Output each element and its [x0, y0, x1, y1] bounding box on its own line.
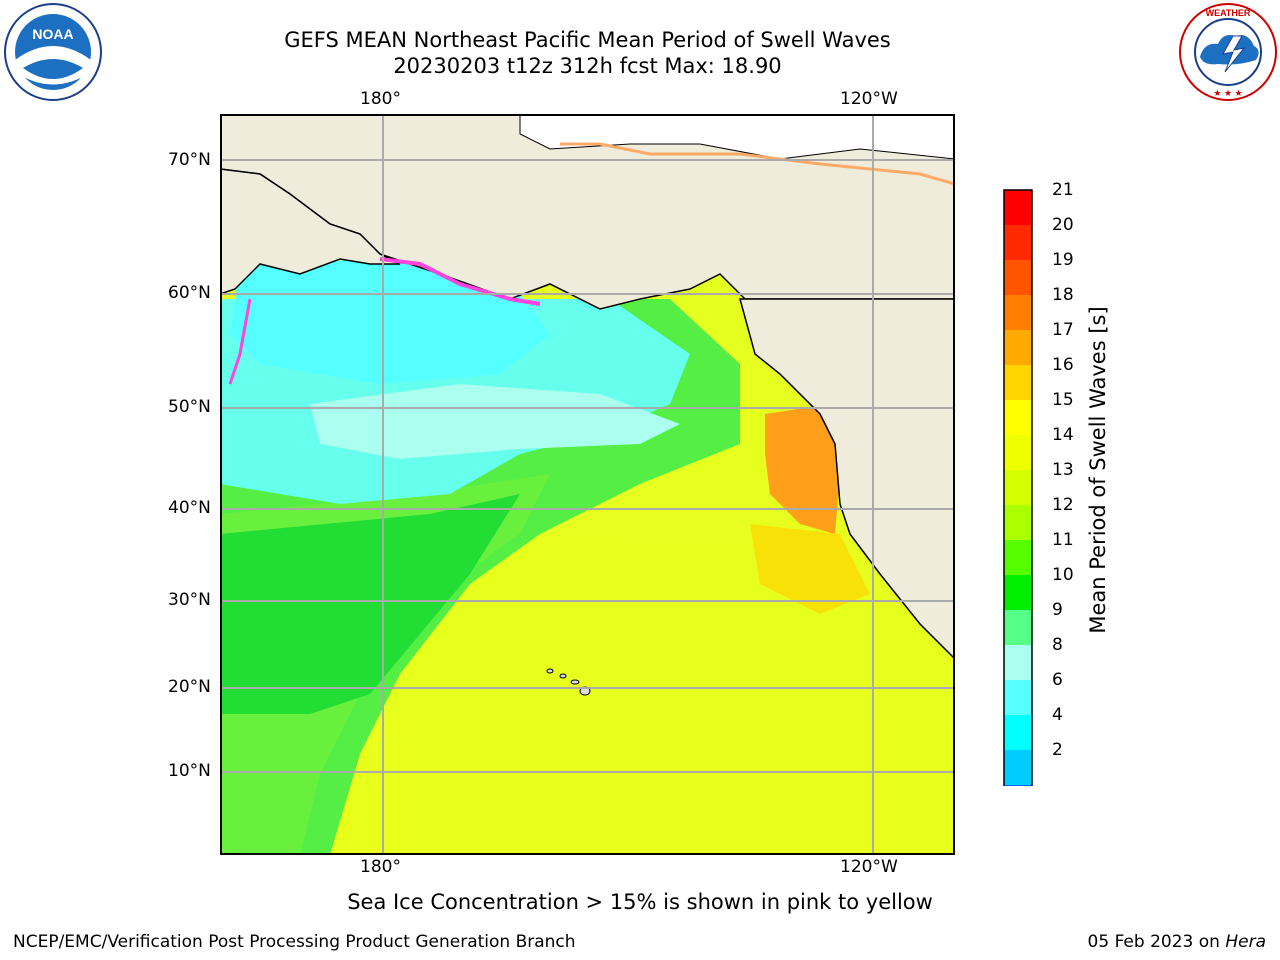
colorbar-tick-label: 2 [1052, 740, 1063, 760]
bottom-lon-label-120w: 120°W [840, 857, 898, 877]
cyan-swell-region-2 [230, 259, 550, 384]
bering-ice-edge [379, 257, 541, 306]
colorbar-tick-label: 4 [1052, 705, 1063, 725]
footer-date: 05 Feb 2023 on [1087, 932, 1226, 952]
svg-text:WEATHER: WEATHER [1206, 8, 1251, 18]
colorbar-segment [1004, 750, 1032, 785]
bottom-lon-label-180: 180° [360, 857, 401, 877]
map-panel [220, 114, 955, 855]
colorbar-segment [1004, 330, 1032, 365]
colorbar-segment [1004, 260, 1032, 295]
footer-left: NCEP/EMC/Verification Post Processing Pr… [13, 932, 576, 952]
sea-ice-note: Sea Ice Concentration > 15% is shown in … [347, 890, 933, 914]
colorbar-tick-label: 15 [1052, 390, 1074, 410]
colorbar-segment [1004, 505, 1032, 540]
noaa-logo: NOAA [4, 3, 102, 101]
top-lon-label-180: 180° [360, 89, 401, 109]
colorbar-segment [1004, 540, 1032, 575]
lat-label-10n: 10°N [168, 761, 211, 781]
arctic-ocean-white [519, 114, 955, 160]
svg-text:NOAA: NOAA [32, 26, 73, 42]
lat-label-20n: 20°N [168, 677, 211, 697]
colorbar-segment [1004, 400, 1032, 435]
lat-label-30n: 30°N [168, 590, 211, 610]
footer-machine: Hera [1225, 932, 1266, 952]
colorbar-segment [1004, 225, 1032, 260]
colorbar-label: Mean Period of Swell Waves [s] [1086, 306, 1110, 634]
graticule [220, 114, 955, 855]
lat-label-50n: 50°N [168, 397, 211, 417]
colorbar-tick-label: 14 [1052, 425, 1074, 445]
colorbar-segment [1004, 785, 1032, 786]
colorbar-tick-label: 8 [1052, 635, 1063, 655]
colorbar-segment [1004, 295, 1032, 330]
north-america-coast [739, 298, 955, 661]
lat-label-60n: 60°N [168, 283, 211, 303]
lat-label-40n: 40°N [168, 498, 211, 518]
siberia-land [220, 168, 401, 295]
colorbar-segment [1004, 470, 1032, 505]
colorbar-tick-label: 19 [1052, 250, 1074, 270]
dark-green-swell-region [220, 494, 520, 714]
yellow-orange-region [750, 524, 870, 614]
siberia-ice-edge [228, 298, 252, 385]
colorbar-tick-label: 18 [1052, 285, 1074, 305]
lat-label-70n: 70°N [168, 150, 211, 170]
colorbar-tick-label: 12 [1052, 495, 1074, 515]
top-lon-label-120w: 120°W [840, 89, 898, 109]
colorbar-segment [1004, 715, 1032, 750]
orange-swell-region [765, 404, 840, 534]
footer-right: 05 Feb 2023 on Hera [1088, 932, 1266, 952]
colorbar-tick-label: 16 [1052, 355, 1074, 375]
colorbar-tick-label: 10 [1052, 565, 1074, 585]
hawaii-islands [546, 668, 591, 696]
colorbar-tick-label: 6 [1052, 670, 1063, 690]
colorbar-tick-label: 17 [1052, 320, 1074, 340]
colorbar-segment [1004, 680, 1032, 715]
pale-cyan-region [310, 384, 680, 459]
chart-subtitle: 20230203 t12z 312h fcst Max: 18.90 [393, 54, 782, 78]
svg-text:★ ★ ★: ★ ★ ★ [1213, 88, 1242, 98]
colorbar-outline [1003, 189, 1033, 786]
colorbar-segment [1004, 610, 1032, 645]
arctic-ice-band [560, 142, 955, 186]
colorbar-tick-label: 20 [1052, 215, 1074, 235]
colorbar [1003, 189, 1033, 786]
colorbar-tick-label: 9 [1052, 600, 1063, 620]
colorbar-tick-label: 11 [1052, 530, 1074, 550]
colorbar-segment [1004, 365, 1032, 400]
colorbar-tick-label: 21 [1052, 180, 1074, 200]
chart-title: GEFS MEAN Northeast Pacific Mean Period … [284, 28, 891, 52]
colorbar-segment [1004, 435, 1032, 470]
colorbar-segment [1004, 645, 1032, 680]
map-frame [220, 114, 955, 855]
colorbar-tick-label: 13 [1052, 460, 1074, 480]
colorbar-segment [1004, 190, 1032, 225]
nws-logo: WEATHER ★ ★ ★ [1179, 3, 1277, 101]
colorbar-segment [1004, 575, 1032, 610]
